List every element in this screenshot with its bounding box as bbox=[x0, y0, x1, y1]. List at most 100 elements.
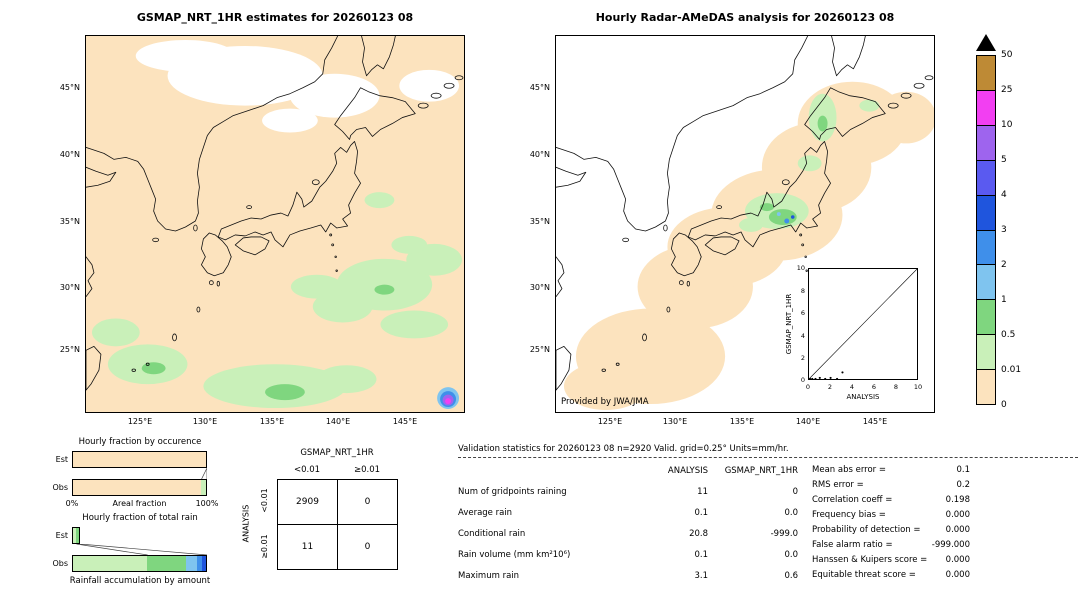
fraction-bar-segment bbox=[147, 556, 187, 571]
stats-body: ANALYSIS GSMAP_NRT_1HR Num of gridpoints… bbox=[458, 458, 1078, 586]
colorbar-tick: 50 bbox=[1001, 50, 1013, 60]
stats-divider bbox=[458, 457, 1078, 458]
colorbar-segment bbox=[977, 194, 995, 230]
total-rain-connectors bbox=[76, 544, 207, 555]
left-map-title: GSMAP_NRT_1HR estimates for 20260123 08 bbox=[136, 11, 414, 24]
colorbar-overflow-arrow-icon bbox=[976, 34, 996, 51]
intense-rain-cell bbox=[437, 387, 460, 410]
colorbar-tick: 0.01 bbox=[1001, 365, 1022, 375]
xaxis-max: 100% bbox=[195, 499, 219, 508]
metric-row: Hanssen & Kuipers score = 0.000 bbox=[812, 552, 970, 567]
lon-tick: 145°E bbox=[862, 417, 888, 426]
lon-tick: 130°E bbox=[192, 417, 218, 426]
lon-tick: 135°E bbox=[259, 417, 285, 426]
scatter-point bbox=[836, 377, 839, 379]
metric-value: 0.000 bbox=[945, 524, 970, 535]
fraction-bar-segment bbox=[196, 556, 202, 571]
row-label-obs: Obs bbox=[52, 559, 68, 568]
inset-ylabel: GSMAP_NRT_1HR bbox=[785, 293, 793, 355]
inset-scatter-panel bbox=[808, 268, 918, 380]
inset-xtick: 4 bbox=[849, 383, 855, 391]
row-label-obs: Obs bbox=[52, 483, 68, 492]
lon-tick: 125°E bbox=[127, 417, 153, 426]
inset-ytick: 4 bbox=[800, 332, 805, 340]
colorbar-segment bbox=[977, 56, 995, 90]
colorbar-segment bbox=[977, 369, 995, 405]
fraction-bar-segment bbox=[73, 452, 206, 467]
metric-label: RMS error = bbox=[812, 479, 864, 490]
moderate-rain-patches bbox=[759, 115, 828, 225]
total-rain-chart-caption: Rainfall accumulation by amount bbox=[69, 576, 211, 586]
colorbar-tick: 0.5 bbox=[1001, 330, 1016, 340]
metric-value: 0.1 bbox=[956, 464, 970, 475]
stat-value: 0.1 bbox=[694, 507, 708, 518]
validation-statistics-panel: Validation statistics for 20260123 08 n=… bbox=[458, 444, 1078, 586]
row-label-est: Est bbox=[55, 455, 68, 464]
contingency-cell: 2909 bbox=[278, 480, 338, 525]
scatter-point bbox=[841, 371, 844, 374]
metric-row: Frequency bias = 0.000 bbox=[812, 507, 970, 522]
scatter-points bbox=[809, 371, 844, 379]
stats-title: Validation statistics for 20260123 08 n=… bbox=[458, 444, 789, 454]
metric-row: RMS error = 0.2 bbox=[812, 477, 970, 492]
scatter-point bbox=[809, 377, 812, 379]
contingency-col-label: <0.01 bbox=[293, 465, 321, 475]
lon-tick: 135°E bbox=[729, 417, 755, 426]
stats-col-header: GSMAP_NRT_1HR bbox=[724, 465, 798, 476]
total-rain-chart-title: Hourly fraction of total rain bbox=[82, 513, 198, 523]
colorbar-tick: 25 bbox=[1001, 85, 1013, 95]
scatter-point bbox=[811, 377, 814, 379]
contingency-row-label: <0.01 bbox=[260, 488, 269, 513]
metric-label: Frequency bias = bbox=[812, 509, 886, 520]
metric-label: Hanssen & Kuipers score = bbox=[812, 554, 928, 565]
inset-ytick: 8 bbox=[800, 287, 805, 295]
colorbar-segment bbox=[977, 89, 995, 125]
fraction-bar-segment bbox=[201, 556, 206, 571]
stat-value: 0.6 bbox=[784, 570, 798, 581]
gsmap-precipitation-map bbox=[86, 36, 464, 412]
metric-label: Probability of detection = bbox=[812, 524, 921, 535]
lon-tick: 140°E bbox=[795, 417, 821, 426]
stat-label: Average rain bbox=[458, 507, 513, 518]
occurrence-obs-bar bbox=[72, 479, 207, 496]
colorbar-tick: 0 bbox=[1001, 400, 1007, 410]
stat-value: 0.0 bbox=[784, 549, 798, 560]
lat-tick: 25°N bbox=[59, 345, 80, 354]
stat-value: 20.8 bbox=[689, 528, 708, 539]
metric-value: -999.000 bbox=[931, 539, 970, 550]
metric-value: 0.2 bbox=[956, 479, 970, 490]
metric-value: 0.000 bbox=[945, 554, 970, 565]
contingency-cell: 11 bbox=[278, 525, 338, 570]
lat-tick: 35°N bbox=[529, 217, 550, 226]
inset-xtick: 2 bbox=[827, 383, 833, 391]
lat-tick: 40°N bbox=[59, 150, 80, 159]
stats-table: ANALYSIS GSMAP_NRT_1HR Num of gridpoints… bbox=[458, 460, 798, 586]
stat-value: 0 bbox=[792, 486, 798, 497]
inset-xtick: 6 bbox=[871, 383, 877, 391]
metric-row: Probability of detection = 0.000 bbox=[812, 522, 970, 537]
inset-ytick: 0 bbox=[800, 376, 805, 384]
metric-label: False alarm ratio = bbox=[812, 539, 893, 550]
stat-label: Num of gridpoints raining bbox=[458, 486, 567, 497]
xaxis-label: Areal fraction bbox=[112, 499, 167, 508]
contingency-table: 2909 0 11 0 bbox=[277, 479, 398, 570]
lat-tick: 40°N bbox=[529, 150, 550, 159]
lat-tick: 30°N bbox=[529, 283, 550, 292]
colorbar-tick: 1 bbox=[1001, 295, 1007, 305]
fraction-bar-segment bbox=[76, 528, 79, 543]
metric-value: 0.000 bbox=[945, 509, 970, 520]
stats-metrics: Mean abs error = 0.1 RMS error = 0.2 Corre… bbox=[812, 462, 970, 586]
contingency-row-group: ANALYSIS bbox=[241, 504, 251, 543]
stat-value: 3.1 bbox=[694, 570, 708, 581]
stat-value: 0.1 bbox=[694, 549, 708, 560]
occurrence-chart-title: Hourly fraction by occurence bbox=[78, 437, 202, 447]
fraction-bar-segment bbox=[73, 528, 77, 543]
contingency-row-label: ≥0.01 bbox=[260, 534, 269, 559]
total-rain-est-bar bbox=[72, 527, 80, 544]
metric-label: Equitable threat score = bbox=[812, 569, 916, 580]
colorbar-tick: 2 bbox=[1001, 260, 1007, 270]
inset-ytick: 6 bbox=[800, 309, 805, 317]
contingency-col-label: ≥0.01 bbox=[353, 465, 381, 475]
row-label-est: Est bbox=[55, 531, 68, 540]
scatter-point bbox=[824, 377, 827, 379]
